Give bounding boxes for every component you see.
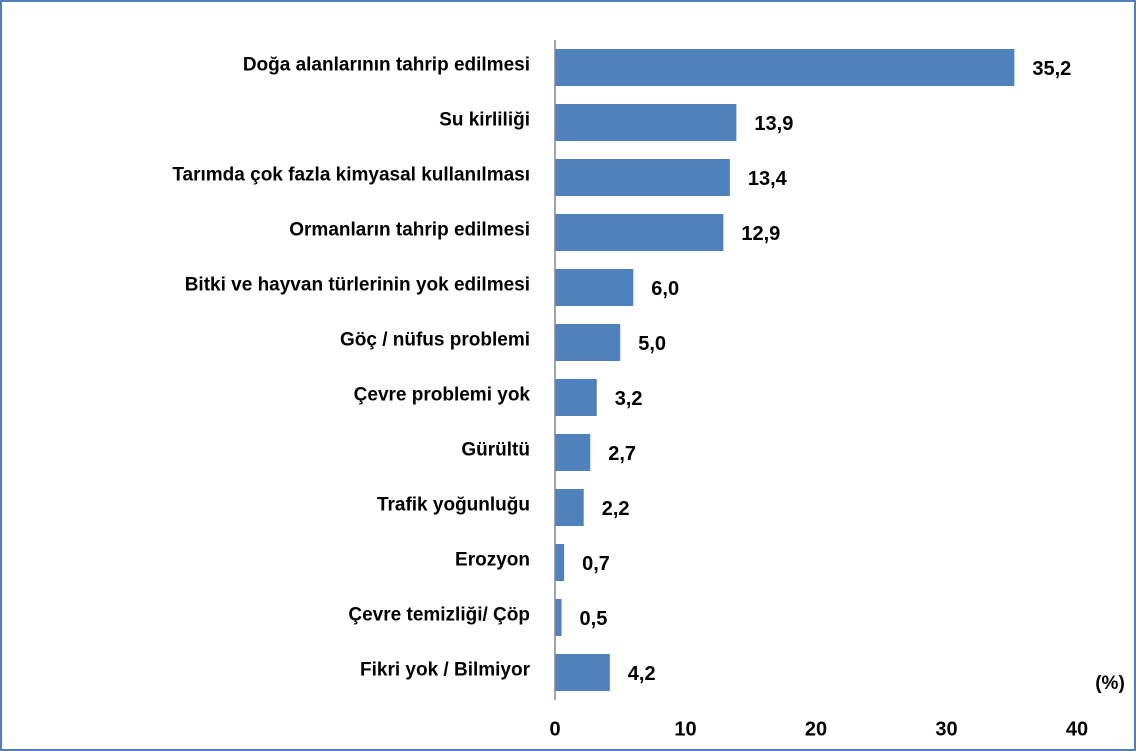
value-label: 3,2 — [615, 388, 643, 410]
y-tick-label: Tarımda çok fazla kimyasal kullanılması — [172, 165, 530, 186]
value-label: 4,2 — [628, 663, 656, 685]
value-label: 2,2 — [602, 498, 630, 520]
y-tick-label: Bitki ve hayvan türlerinin yok edilmesi — [185, 275, 530, 296]
y-tick-label: Ormanların tahrip edilmesi — [289, 220, 530, 241]
value-label: 0,5 — [580, 608, 608, 630]
x-tick-label: 40 — [1066, 718, 1088, 740]
value-label: 0,7 — [582, 553, 610, 575]
bar — [555, 49, 1015, 86]
value-label: 6,0 — [651, 278, 679, 300]
value-label: 5,0 — [638, 333, 666, 355]
bar — [555, 544, 565, 581]
bar — [555, 654, 610, 691]
bar — [555, 159, 730, 196]
bar — [555, 434, 591, 471]
y-tick-label: Göç / nüfus problemi — [340, 330, 530, 351]
bar — [555, 489, 584, 526]
value-label: 2,7 — [608, 443, 636, 465]
y-tick-label: Fikri yok / Bilmiyor — [360, 660, 531, 681]
value-label: 13,9 — [754, 113, 793, 135]
x-tick-label: 20 — [805, 718, 827, 740]
y-tick-label: Erozyon — [455, 550, 530, 571]
bar — [555, 324, 621, 361]
value-label: 12,9 — [741, 223, 780, 245]
bar — [555, 269, 634, 306]
y-tick-label: Çevre temizliği/ Çöp — [348, 605, 530, 626]
y-tick-label: Gürültü — [461, 440, 530, 461]
value-label: 35,2 — [1032, 58, 1071, 80]
y-tick-label: Çevre problemi yok — [354, 385, 531, 406]
x-axis-label: (%) — [1095, 673, 1125, 694]
y-tick-label: Doğa alanlarının tahrip edilmesi — [243, 55, 530, 76]
y-tick-label: Su kirliliği — [439, 110, 530, 131]
x-tick-label: 10 — [674, 718, 696, 740]
x-tick-label: 0 — [549, 718, 560, 740]
bar — [555, 379, 597, 416]
y-tick-label: Trafik yoğunluğu — [377, 495, 530, 516]
bar — [555, 214, 724, 251]
value-label: 13,4 — [748, 168, 788, 190]
bar — [555, 104, 737, 141]
x-tick-label: 30 — [935, 718, 957, 740]
bar — [555, 599, 562, 636]
